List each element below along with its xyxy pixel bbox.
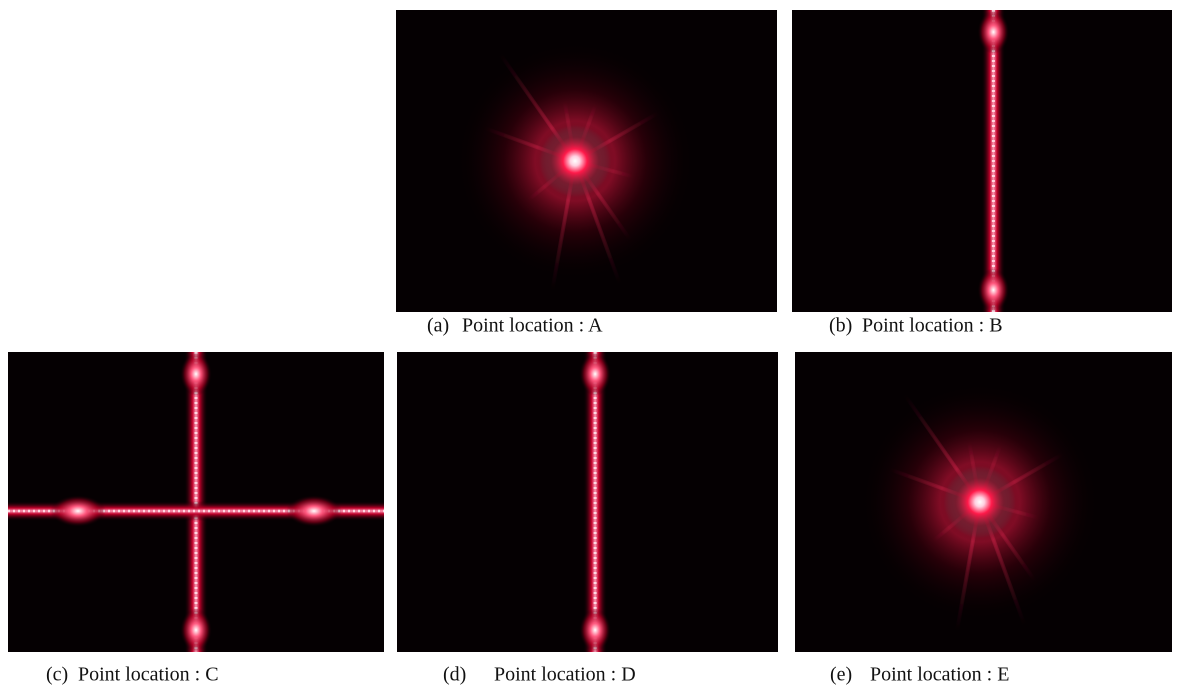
- pattern: [579, 352, 611, 652]
- panel-caption: Point location : E: [870, 664, 1009, 686]
- panel-label: (a): [427, 315, 449, 337]
- fringe-blob: [286, 495, 342, 527]
- panel: (a) Point location : A: [396, 10, 777, 337]
- fringe-blob: [180, 608, 212, 652]
- panel-caption: Point location : C: [78, 664, 219, 686]
- panel-label: (d): [443, 664, 466, 686]
- panel-label: (b): [829, 315, 852, 337]
- fringe-blob: [977, 10, 1009, 54]
- fringe-blob: [977, 268, 1009, 312]
- fringe-blob: [180, 352, 212, 396]
- panel: (c) Point location : C: [8, 352, 384, 686]
- panel-caption: Point location : D: [494, 664, 636, 686]
- pattern: [977, 10, 1009, 312]
- fringe-blob: [579, 352, 611, 396]
- panel-label: (c): [46, 664, 68, 686]
- spot: [535, 121, 615, 201]
- panel-caption: Point location : A: [462, 315, 603, 337]
- spot: [940, 462, 1020, 542]
- fringe-blob: [50, 495, 106, 527]
- panel-label: (e): [830, 664, 852, 686]
- fringe-blob: [579, 608, 611, 652]
- panel-caption: Point location : B: [862, 315, 1003, 337]
- panel: (e) Point location : E: [795, 352, 1172, 686]
- panel: (d) Point location : D: [397, 352, 778, 686]
- figure: (a) Point location : A (b) Point location :…: [0, 0, 1180, 693]
- panel: (b) Point location : B: [792, 10, 1172, 337]
